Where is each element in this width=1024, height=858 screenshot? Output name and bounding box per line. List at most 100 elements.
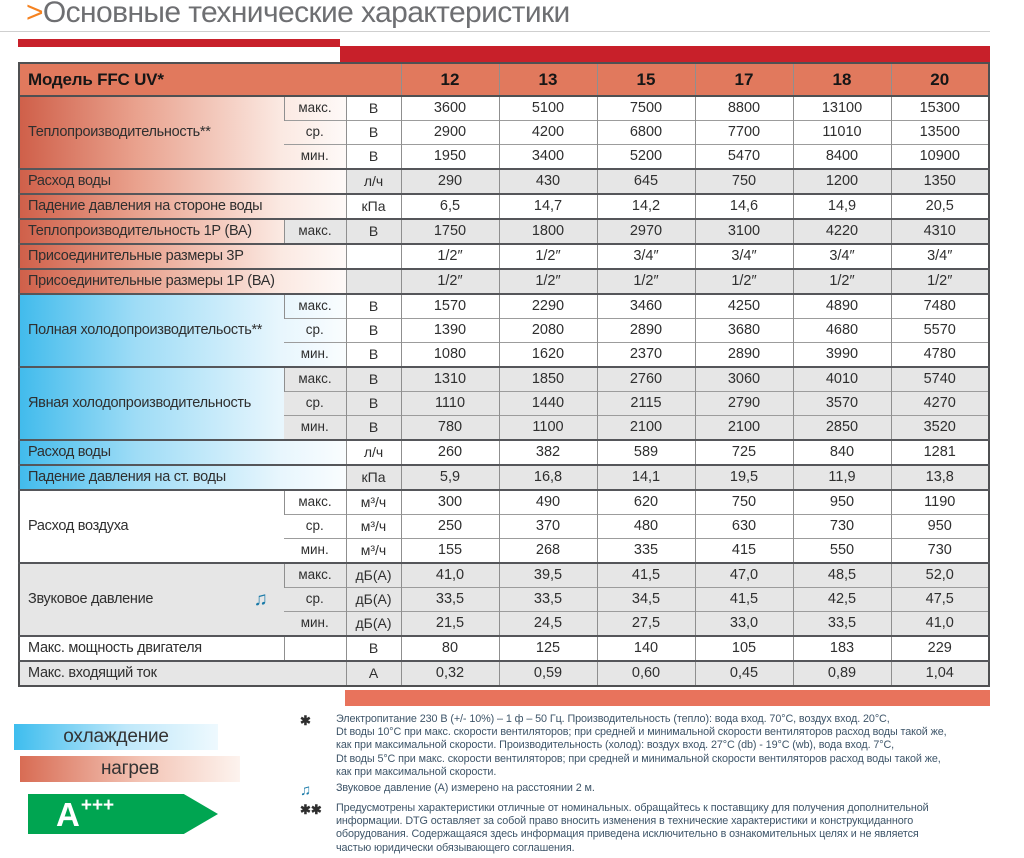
value-cell: 1/2″ xyxy=(596,268,695,294)
value-cell: 0,89 xyxy=(792,660,891,686)
table-row: ср. В 1110 1440 2115 2790 3570 4270 xyxy=(19,391,989,416)
value-cell: 268 xyxy=(498,538,597,563)
value-cell: 1/2″ xyxy=(890,268,989,294)
table-row: Расход воды л/ч 260 382 589 725 840 1281 xyxy=(19,439,989,465)
value-cell: 382 xyxy=(498,439,597,465)
footnote-power: ✱ Электропитание 230 В (+/- 10%) – 1 ф –… xyxy=(300,713,1016,779)
column-header: 17 xyxy=(694,63,793,97)
value-cell: 2080 xyxy=(498,318,597,343)
footnote-text: Электропитание 230 В (+/- 10%) – 1 ф – 5… xyxy=(336,713,947,778)
legend-heating-label: нагрев xyxy=(100,758,160,779)
unit-cell: кПа xyxy=(345,464,401,490)
column-header: 18 xyxy=(792,63,891,97)
value-cell: 2100 xyxy=(694,415,793,440)
row-sublabel: макс. xyxy=(283,218,346,244)
value-cell: 34,5 xyxy=(596,587,695,612)
value-cell: 183 xyxy=(792,635,891,661)
value-cell: 550 xyxy=(792,538,891,563)
value-cell: 1110 xyxy=(400,391,499,416)
value-cell: 2760 xyxy=(596,366,695,392)
value-cell: 1/2″ xyxy=(498,268,597,294)
value-cell: 5100 xyxy=(498,95,597,121)
row-sublabel: мин. xyxy=(284,415,346,440)
salmon-accent-bar xyxy=(345,690,990,706)
unit-cell: В xyxy=(345,342,401,367)
value-cell: 47,5 xyxy=(890,587,989,612)
value-cell: 10900 xyxy=(890,144,989,169)
unit-cell: м³/ч xyxy=(345,538,401,563)
legend-heating-bar: нагрев xyxy=(20,756,240,782)
value-cell: 1570 xyxy=(400,293,499,319)
row-label-text: Звуковое давление xyxy=(28,590,154,607)
column-header: 13 xyxy=(498,63,597,97)
table-row: Теплопроизводительность** макс. В 3600 5100 7… xyxy=(19,95,989,169)
row-sublabel: макс. xyxy=(283,366,346,392)
value-cell: 1620 xyxy=(498,342,597,367)
unit-cell: В xyxy=(345,95,401,121)
page-title-text: Основные технические характеристики xyxy=(42,0,570,29)
value-cell: 11,9 xyxy=(792,464,891,490)
value-cell: 2900 xyxy=(400,120,499,145)
row-sublabel: ср. xyxy=(284,318,346,343)
row-sublabel: мин. xyxy=(284,611,346,636)
row-label: Теплопроизводительность** xyxy=(19,95,284,169)
unit-cell: кПа xyxy=(345,193,401,219)
value-cell: 4680 xyxy=(792,318,891,343)
value-cell: 5,9 xyxy=(400,464,499,490)
value-cell: 1281 xyxy=(890,439,989,465)
footnotes: ✱ Электропитание 230 В (+/- 10%) – 1 ф –… xyxy=(300,713,1016,858)
table-row: Расход воздуха макс. м³/ч 300 490 620 750 950 11… xyxy=(19,489,989,563)
row-sublabel: мин. xyxy=(284,538,346,563)
unit-cell: В xyxy=(345,144,401,169)
value-cell: 3/4″ xyxy=(792,243,891,269)
value-cell: 41,5 xyxy=(596,562,695,588)
value-cell: 3520 xyxy=(890,415,989,440)
value-cell: 3060 xyxy=(694,366,793,392)
red-accent-bar-thin xyxy=(18,39,340,47)
footnote-text: Звуковое давление (А) измерено на рассто… xyxy=(336,782,595,795)
table-row: Падение давления на ст. воды кПа 5,9 16,8 14… xyxy=(19,464,989,490)
value-cell: 370 xyxy=(498,514,597,539)
unit-cell: м³/ч xyxy=(345,514,401,539)
value-cell: 33,0 xyxy=(694,611,793,636)
unit-cell: В xyxy=(345,391,401,416)
value-cell: 950 xyxy=(890,514,989,539)
table-row: Полная холодопроизводительость** макс. В 15… xyxy=(19,293,989,367)
value-cell: 48,5 xyxy=(792,562,891,588)
value-cell: 290 xyxy=(400,168,499,194)
value-cell: 4250 xyxy=(694,293,793,319)
table-row: Присоединительные размеры 1Р (ВА) 1/2″ 1/2… xyxy=(19,268,989,294)
row-sublabel: мин. xyxy=(284,144,346,169)
music-note-icon: ♫ xyxy=(253,589,268,610)
value-cell: 645 xyxy=(596,168,695,194)
table-header-row: Модель FFC UV* 12 13 15 17 18 20 xyxy=(19,63,989,97)
unit-cell: дБ(А) xyxy=(345,562,401,588)
table-row: мин. м³/ч 155 268 335 415 550 730 xyxy=(19,538,989,563)
value-cell: 750 xyxy=(694,168,793,194)
value-cell: 2790 xyxy=(694,391,793,416)
value-cell: 415 xyxy=(694,538,793,563)
value-cell: 3/4″ xyxy=(694,243,793,269)
value-cell: 2890 xyxy=(596,318,695,343)
value-cell: 14,2 xyxy=(596,193,695,219)
footnote-text: Предусмотрены характеристики отличные от… xyxy=(336,802,929,854)
unit-cell: В xyxy=(345,293,401,319)
unit-cell: В xyxy=(345,415,401,440)
energy-rating-letter: A xyxy=(56,795,80,833)
row-sublabel: ср. xyxy=(284,391,346,416)
table-row: Макс. мощность двигателя В 80 125 140 105 183 2… xyxy=(19,635,989,661)
table-row: мин. дБ(А) 21,5 24,5 27,5 33,0 33,5 41,0 xyxy=(19,611,989,636)
row-label: Полная холодопроизводительость** xyxy=(19,293,284,367)
value-cell: 33,5 xyxy=(400,587,499,612)
value-cell: 13,8 xyxy=(890,464,989,490)
legend-cooling-bar: охлаждение xyxy=(14,724,218,750)
value-cell: 1100 xyxy=(498,415,597,440)
value-cell: 0,59 xyxy=(498,660,597,686)
value-cell: 780 xyxy=(400,415,499,440)
row-sublabel: мин. xyxy=(284,342,346,367)
energy-rating-plus: +++ xyxy=(80,795,115,816)
value-cell: 730 xyxy=(890,538,989,563)
column-header: 15 xyxy=(596,63,695,97)
value-cell: 1850 xyxy=(498,366,597,392)
unit-cell: дБ(А) xyxy=(345,587,401,612)
